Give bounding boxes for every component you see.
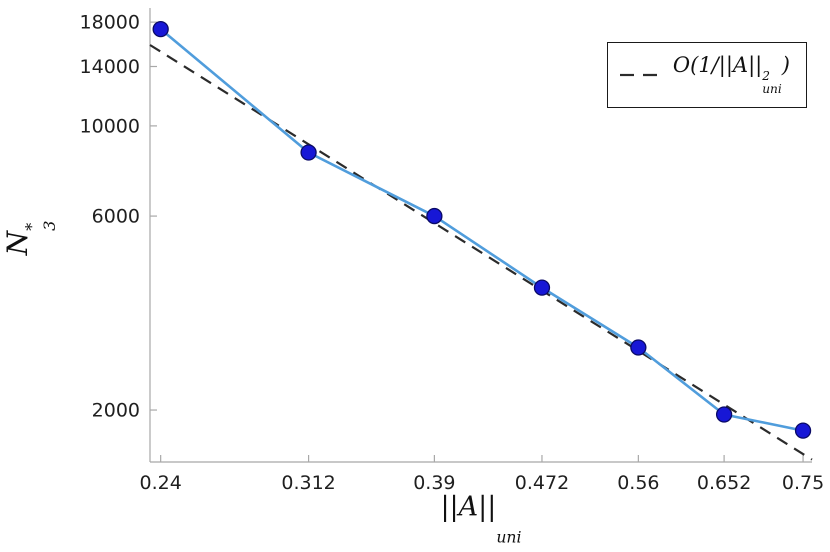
x-tick-label: 0.39 xyxy=(413,472,455,494)
legend-dashed-line-sample xyxy=(619,73,666,77)
label-supsub: * 3 xyxy=(21,220,60,231)
x-tick-label: 0.472 xyxy=(515,472,569,494)
data-point-marker xyxy=(630,339,647,356)
x-tick-label: 0.75 xyxy=(782,472,824,494)
data-point-marker xyxy=(794,422,812,439)
legend-label: O(1/||A|| 2 uni) xyxy=(673,53,790,97)
y-tick-label: 18000 xyxy=(80,12,140,34)
x-tick-label: 0.24 xyxy=(140,472,182,494)
data-point-marker xyxy=(152,20,169,38)
y-tick-label: 14000 xyxy=(80,56,140,78)
label-text: ) xyxy=(781,53,790,77)
label-supsub: uni xyxy=(496,527,522,547)
label-supsub: 2 uni xyxy=(762,68,782,97)
x-tick-label: 0.652 xyxy=(697,472,751,494)
data-point-marker xyxy=(300,144,317,161)
label-text: ||A|| xyxy=(440,491,497,523)
y-tick-label: 6000 xyxy=(92,206,140,228)
fit-dashed-line xyxy=(149,44,813,461)
data-point-marker xyxy=(533,279,551,296)
y-tick-label: 10000 xyxy=(80,115,140,137)
x-axis-label: ||A|| uni xyxy=(440,492,521,547)
x-tick-label: 0.56 xyxy=(617,472,659,494)
label-text: N xyxy=(0,230,34,256)
data-point-marker xyxy=(426,207,443,225)
x-tick-label: 0.312 xyxy=(281,472,335,494)
data-point-marker xyxy=(715,406,733,423)
y-axis-label: N * 3 xyxy=(1,221,59,256)
y-tick-label: 2000 xyxy=(92,400,140,422)
label-text: O(1/||A|| xyxy=(672,53,763,77)
legend: O(1/||A|| 2 uni) xyxy=(606,42,807,108)
